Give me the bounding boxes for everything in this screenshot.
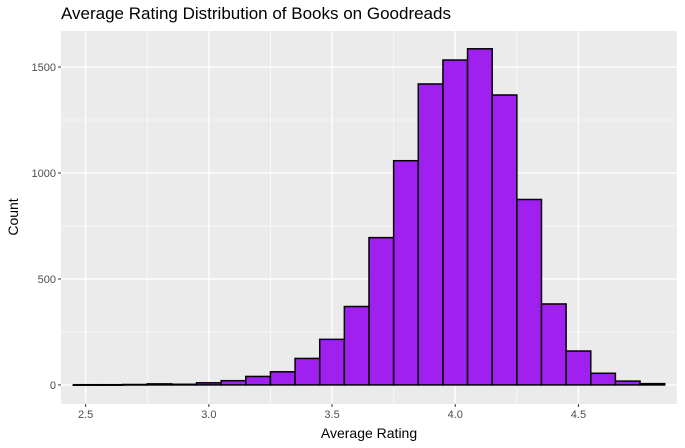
histogram-bar bbox=[442, 59, 469, 386]
x-tick-label: 4.0 bbox=[448, 409, 463, 421]
y-axis: 0 500 1000 1500 bbox=[32, 62, 61, 392]
x-tick-label: 4.5 bbox=[571, 409, 586, 421]
chart-title: Average Rating Distribution of Books on … bbox=[61, 4, 451, 23]
histogram-bar bbox=[565, 350, 592, 386]
histogram-bar bbox=[368, 236, 395, 386]
y-tick-label: 0 bbox=[50, 380, 56, 392]
y-tick-label: 500 bbox=[38, 274, 56, 286]
histogram-bar bbox=[72, 383, 99, 386]
histogram-bar bbox=[269, 371, 296, 386]
histogram-bar bbox=[121, 383, 148, 386]
histogram-bar bbox=[614, 380, 641, 386]
histogram-bar bbox=[540, 303, 567, 386]
histogram-bar bbox=[220, 379, 247, 386]
histogram-bar bbox=[417, 83, 444, 386]
histogram-bar bbox=[343, 305, 370, 386]
histogram-bar bbox=[318, 338, 346, 386]
histogram-bar bbox=[146, 383, 173, 386]
histogram-bar bbox=[171, 383, 198, 386]
y-tick-label: 1000 bbox=[32, 168, 56, 180]
histogram-bar bbox=[466, 48, 493, 386]
y-axis-title: Count bbox=[5, 198, 21, 235]
histogram-bar bbox=[245, 375, 272, 386]
histogram-bar bbox=[590, 372, 617, 386]
histogram-bar bbox=[392, 159, 420, 386]
x-axis: 2.5 3.0 3.5 4.0 4.5 bbox=[78, 404, 586, 421]
histogram-bar bbox=[516, 198, 543, 386]
y-tick-label: 1500 bbox=[32, 62, 56, 74]
histogram-bar bbox=[294, 357, 321, 386]
x-tick-label: 3.0 bbox=[201, 409, 216, 421]
histogram-bar bbox=[97, 383, 124, 386]
x-tick-label: 2.5 bbox=[78, 409, 93, 421]
x-tick-label: 3.5 bbox=[324, 409, 339, 421]
histogram-bar bbox=[491, 94, 518, 386]
histogram-bar bbox=[195, 382, 222, 386]
histogram-bar bbox=[639, 382, 666, 386]
x-axis-title: Average Rating bbox=[321, 425, 417, 441]
histogram-bars bbox=[72, 48, 666, 386]
